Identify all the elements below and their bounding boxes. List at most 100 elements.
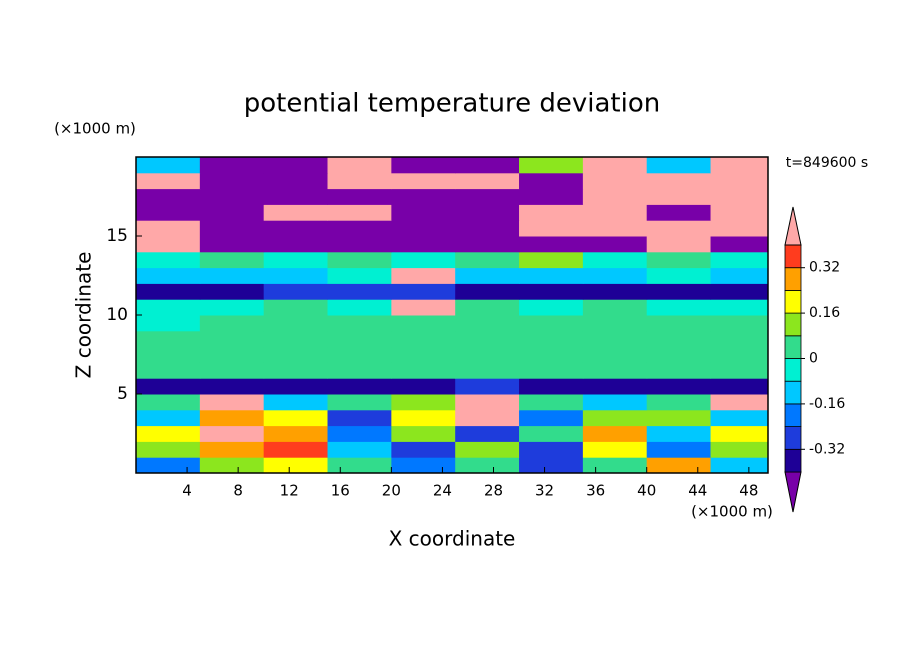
contour-cell <box>582 441 648 458</box>
contour-cell <box>263 220 329 237</box>
contour-cell <box>263 157 329 174</box>
contour-cell <box>455 188 520 205</box>
contour-cell <box>710 172 768 190</box>
contour-cell <box>455 267 520 284</box>
contour-cell <box>136 315 201 332</box>
contour-cell <box>263 378 329 395</box>
colorbar-tick-label: -0.16 <box>809 396 845 412</box>
contour-cell <box>199 315 265 332</box>
contour-cell <box>455 457 520 473</box>
contour-cell <box>519 315 584 332</box>
contour-cell <box>646 362 712 379</box>
contour-cell <box>646 299 712 316</box>
contour-cell <box>455 283 520 300</box>
colorbar-segment <box>784 403 802 427</box>
contour-cell <box>646 188 712 205</box>
contour-cell <box>519 299 584 316</box>
contour-cell <box>646 283 712 300</box>
contour-cell <box>327 425 392 442</box>
contour-cell <box>646 267 712 284</box>
contour-cell <box>710 267 768 284</box>
contour-cell <box>519 251 584 269</box>
contour-cell <box>455 441 520 458</box>
contour-cell <box>391 425 456 442</box>
contour-cell <box>519 394 584 411</box>
contour-cell <box>327 441 392 458</box>
contour-cell <box>263 425 329 442</box>
contour-cell <box>199 236 265 253</box>
colorbar-segment <box>784 448 802 473</box>
contour-cell <box>391 251 456 269</box>
contour-cell <box>263 299 329 316</box>
contour-cell <box>646 172 712 190</box>
contour-cell <box>327 330 392 348</box>
contour-cell <box>263 236 329 253</box>
contour-cell <box>136 362 201 379</box>
contour-cell <box>391 346 456 363</box>
contour-cell <box>136 457 201 473</box>
contour-cell <box>199 441 265 458</box>
contour-cell <box>582 378 648 395</box>
contour-cell <box>646 220 712 237</box>
contour-cell <box>646 425 712 442</box>
contour-cell <box>327 157 392 174</box>
contour-cell <box>391 378 456 395</box>
contour-cell <box>199 267 265 284</box>
contour-cell <box>327 283 392 300</box>
contour-cell <box>519 267 584 284</box>
x-tick-label: 32 <box>535 482 554 500</box>
contour-cell <box>710 157 768 174</box>
contour-cell <box>199 378 265 395</box>
colorbar-high <box>784 206 802 246</box>
x-tick-label: 20 <box>382 482 401 500</box>
contour-cell <box>327 267 392 284</box>
contour-cell <box>136 157 201 174</box>
contour-cell <box>582 330 648 348</box>
x-tick-label: 48 <box>739 482 758 500</box>
colorbar-segment <box>784 426 802 450</box>
contour-cell <box>263 330 329 348</box>
x-axis-label: X coordinate <box>389 527 516 551</box>
colorbar-segment <box>784 358 802 382</box>
contour-cell <box>455 299 520 316</box>
contour-cell <box>710 346 768 363</box>
colorbar-segment <box>784 267 802 291</box>
contour-cell <box>519 457 584 473</box>
contour-cell <box>455 220 520 237</box>
contour-cell <box>199 251 265 269</box>
contour-cell <box>327 378 392 395</box>
contour-cell <box>136 236 201 253</box>
contour-cell <box>710 204 768 221</box>
contour-cell <box>519 220 584 237</box>
contour-cell <box>136 251 201 269</box>
contour-cell <box>710 457 768 473</box>
contour-cell <box>199 157 265 174</box>
contour-cell <box>263 315 329 332</box>
y-tick-label: 15 <box>106 226 128 246</box>
contour-cell <box>327 409 392 427</box>
contour-cell <box>327 188 392 205</box>
contour-cell <box>455 315 520 332</box>
contour-cell <box>327 362 392 379</box>
contour-cell <box>327 220 392 237</box>
contour-cell <box>519 409 584 427</box>
contour-cell <box>199 394 265 411</box>
contour-cell <box>455 346 520 363</box>
contour-cell <box>519 283 584 300</box>
contour-cell <box>519 378 584 395</box>
contour-cell <box>646 251 712 269</box>
contour-cell <box>582 315 648 332</box>
contour-cell <box>710 425 768 442</box>
contour-cell <box>391 283 456 300</box>
contour-cell <box>710 236 768 253</box>
contour-cell <box>519 236 584 253</box>
contour-cell <box>455 362 520 379</box>
contour-cell <box>582 283 648 300</box>
contour-cell <box>136 267 201 284</box>
contour-cell <box>582 220 648 237</box>
x-tick-label: 8 <box>233 482 243 500</box>
contour-cell <box>582 157 648 174</box>
contour-cell <box>710 441 768 458</box>
contour-cell <box>710 283 768 300</box>
contour-cell <box>136 346 201 363</box>
